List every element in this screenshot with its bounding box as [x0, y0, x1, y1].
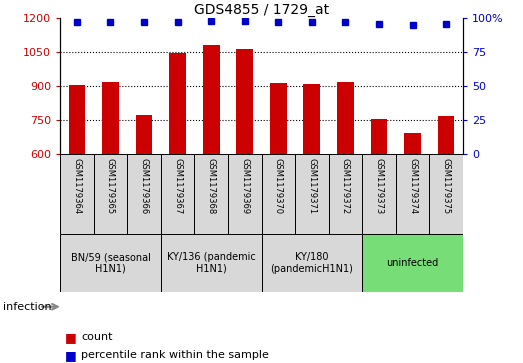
- Text: GSM1179371: GSM1179371: [308, 158, 316, 215]
- Bar: [371, 119, 388, 154]
- Text: BN/59 (seasonal
H1N1): BN/59 (seasonal H1N1): [71, 252, 151, 274]
- Bar: [362, 234, 463, 292]
- Text: GSM1179370: GSM1179370: [274, 158, 283, 215]
- Bar: [404, 133, 421, 154]
- Bar: [270, 83, 287, 154]
- Bar: [337, 82, 354, 154]
- Text: GSM1179373: GSM1179373: [374, 158, 383, 215]
- Bar: [438, 116, 454, 154]
- Bar: [203, 45, 220, 154]
- Bar: [127, 154, 161, 234]
- Bar: [161, 234, 262, 292]
- Bar: [228, 154, 262, 234]
- Bar: [236, 49, 253, 154]
- Bar: [396, 154, 429, 234]
- Bar: [362, 154, 396, 234]
- Text: percentile rank within the sample: percentile rank within the sample: [81, 351, 269, 360]
- Text: GSM1179372: GSM1179372: [341, 158, 350, 215]
- Text: infection: infection: [3, 302, 51, 312]
- Bar: [135, 115, 152, 154]
- Title: GDS4855 / 1729_at: GDS4855 / 1729_at: [194, 3, 329, 17]
- Bar: [169, 53, 186, 154]
- Text: count: count: [81, 332, 112, 342]
- Bar: [60, 154, 94, 234]
- Text: GSM1179364: GSM1179364: [72, 158, 82, 215]
- Bar: [161, 154, 195, 234]
- Text: GSM1179365: GSM1179365: [106, 158, 115, 215]
- Text: GSM1179367: GSM1179367: [173, 158, 182, 215]
- Text: GSM1179368: GSM1179368: [207, 158, 215, 215]
- Bar: [262, 154, 295, 234]
- Text: uninfected: uninfected: [386, 258, 439, 268]
- Bar: [195, 154, 228, 234]
- Text: ■: ■: [65, 331, 77, 344]
- Text: GSM1179374: GSM1179374: [408, 158, 417, 215]
- Bar: [60, 234, 161, 292]
- Text: GSM1179375: GSM1179375: [441, 158, 451, 215]
- Text: KY/180
(pandemicH1N1): KY/180 (pandemicH1N1): [270, 252, 353, 274]
- Text: KY/136 (pandemic
H1N1): KY/136 (pandemic H1N1): [167, 252, 256, 274]
- Text: GSM1179366: GSM1179366: [140, 158, 149, 215]
- Bar: [429, 154, 463, 234]
- Bar: [295, 154, 328, 234]
- Bar: [94, 154, 127, 234]
- Bar: [69, 85, 85, 154]
- Text: GSM1179369: GSM1179369: [240, 158, 249, 215]
- Bar: [102, 82, 119, 154]
- Bar: [262, 234, 362, 292]
- Bar: [328, 154, 362, 234]
- Text: ■: ■: [65, 349, 77, 362]
- Bar: [303, 84, 320, 154]
